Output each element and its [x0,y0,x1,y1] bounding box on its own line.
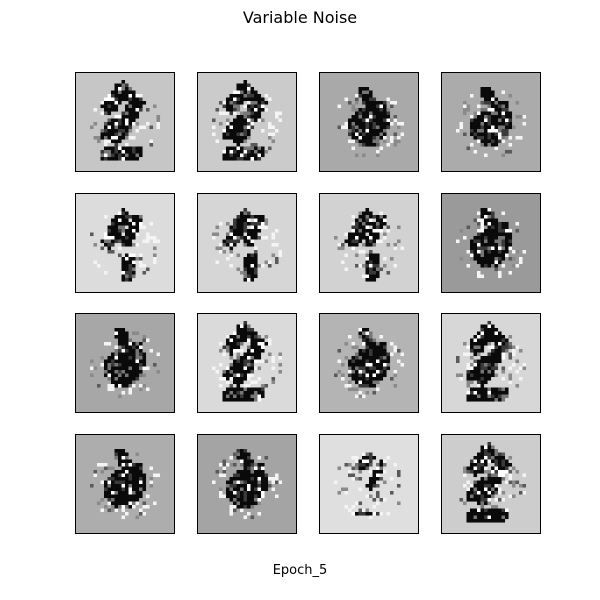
digit-image [320,314,418,412]
generated-image-tile [197,192,297,293]
digit-image [441,193,540,292]
image-grid [75,72,541,538]
generated-image-tile [197,433,297,534]
digit-image [198,193,296,292]
figure-title: Variable Noise [242,8,358,27]
generated-image-tile [75,433,175,534]
generated-image-tile [440,313,541,413]
digit-image [198,434,296,533]
digit-image [320,73,418,171]
digit-image [76,434,174,533]
generated-image-tile [319,72,419,172]
generated-image-tile [440,192,541,293]
generated-image-tile [75,192,175,293]
digit-image [76,314,174,412]
digit-image [76,73,174,171]
generated-image-tile [319,313,419,413]
digit-image [198,314,296,412]
generated-image-tile [319,433,419,534]
digit-image [441,73,540,171]
digit-image [441,314,540,412]
generated-image-tile [75,313,175,413]
generated-image-tile [197,313,297,413]
generated-image-tile [440,433,541,534]
digit-image [198,73,296,171]
generated-image-tile [197,72,297,172]
figure-caption: Epoch_5 [272,563,328,578]
generated-image-tile [440,72,541,172]
digit-image [441,434,540,533]
generated-image-tile [75,72,175,172]
digit-image [320,434,418,533]
generated-image-tile [319,192,419,293]
digit-image [320,193,418,292]
digit-image [76,193,174,292]
